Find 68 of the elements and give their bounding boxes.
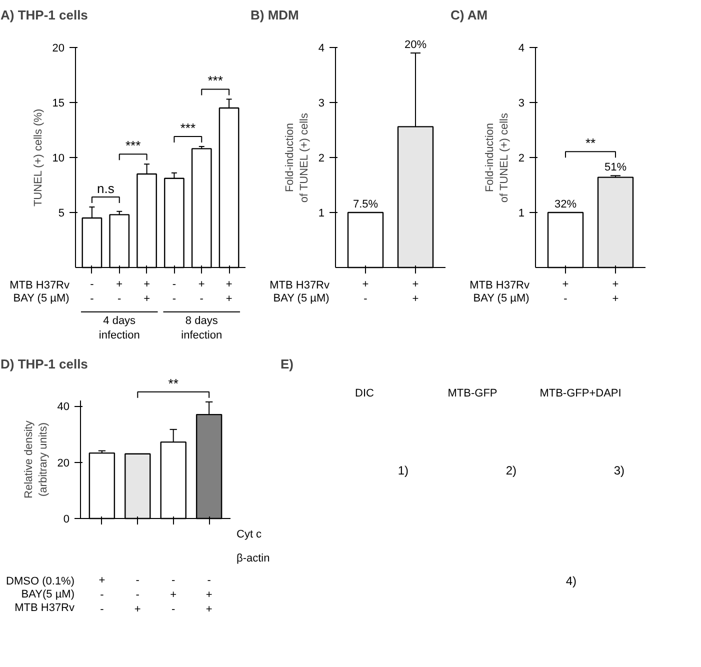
- annotation: ***: [180, 120, 196, 136]
- text: MTB-GFP+DAPI: [540, 388, 622, 400]
- text: **: [168, 376, 178, 391]
- y-axis-title: Relative density (arbitrary units): [22, 420, 50, 498]
- x-tick-label: + +: [412, 278, 419, 305]
- x-tick-label: + -: [198, 278, 205, 305]
- y-tick-label: 4: [318, 42, 325, 54]
- text: MTB H37Rv: [270, 280, 330, 292]
- text: MTB H37Rv: [10, 280, 70, 292]
- text: E): [280, 356, 294, 372]
- text: BAY(5 µM): [21, 588, 75, 601]
- x-tick-label: + -: [116, 278, 123, 305]
- y-axis-title: Fold-induction of TUNEL (+) cells: [484, 112, 510, 203]
- y-tick-label: 3: [318, 98, 325, 110]
- text: 4): [566, 574, 577, 588]
- x-tick-label: - + -: [170, 574, 177, 616]
- y-tick-label: 1: [518, 208, 525, 220]
- annotation: 51%: [604, 162, 627, 174]
- text: 8 days infection: [181, 314, 222, 342]
- y-tick-label: 1: [318, 208, 325, 220]
- text: β-actin: [236, 552, 270, 564]
- x-tick-label: - - +: [134, 574, 141, 616]
- annotation: 20%: [404, 39, 427, 51]
- chart-title: A) THP-1 cells: [0, 8, 88, 22]
- text: 3): [614, 464, 625, 478]
- text: MTB H37Rv: [470, 280, 530, 292]
- y-tick-label: 2: [518, 152, 525, 164]
- y-tick-label: 20: [57, 457, 70, 470]
- text: MTB H37Rv: [14, 602, 75, 614]
- annotation: 32%: [554, 198, 577, 210]
- x-tick-label: + +: [144, 278, 150, 305]
- x-tick-label: + -: [562, 278, 569, 305]
- annotation: **: [585, 136, 596, 151]
- chart-title: B) MDM: [250, 8, 299, 22]
- chart-title: C) AM: [450, 8, 488, 22]
- text: BAY (5 µM): [473, 292, 530, 305]
- chart-title: D) THP-1 cells: [0, 356, 88, 372]
- x-tick-label: + - -: [98, 574, 106, 616]
- y-axis-title: Fold-induction of TUNEL (+) cells: [284, 112, 310, 203]
- text: DMSO (0.1%): [6, 576, 75, 588]
- text: MTB-GFP: [448, 388, 498, 400]
- x-tick-label: + -: [362, 278, 369, 305]
- text: BAY (5 µM): [13, 292, 70, 305]
- text: 2): [506, 464, 517, 478]
- y-tick-label: 20: [52, 42, 65, 54]
- y-tick-label: 5: [58, 208, 65, 220]
- text: BAY (5 µM): [273, 292, 330, 305]
- annotation: n.s: [96, 181, 115, 196]
- x-tick-label: - -: [90, 278, 94, 305]
- y-tick-label: 4: [518, 42, 525, 54]
- y-tick-label: 2: [318, 152, 325, 164]
- x-tick-label: - -: [172, 278, 176, 305]
- text: DIC: [355, 388, 374, 400]
- x-tick-label: - + +: [206, 574, 212, 616]
- annotation: ***: [125, 138, 141, 154]
- x-tick-label: + +: [612, 278, 619, 305]
- x-tick-label: + +: [226, 278, 232, 305]
- y-tick-label: 40: [57, 401, 70, 414]
- y-tick-label: 0: [63, 514, 70, 526]
- y-tick-label: 10: [52, 152, 65, 164]
- text: 1): [398, 464, 409, 478]
- annotation: ***: [208, 73, 223, 88]
- y-tick-label: 15: [52, 98, 65, 110]
- text: Cyt c: [236, 528, 262, 540]
- y-tick-label: 3: [518, 98, 525, 110]
- y-axis-title: TUNEL (+) cells (%): [32, 108, 44, 207]
- text: 4 days infection: [98, 314, 140, 342]
- annotation: 7.5%: [352, 198, 378, 210]
